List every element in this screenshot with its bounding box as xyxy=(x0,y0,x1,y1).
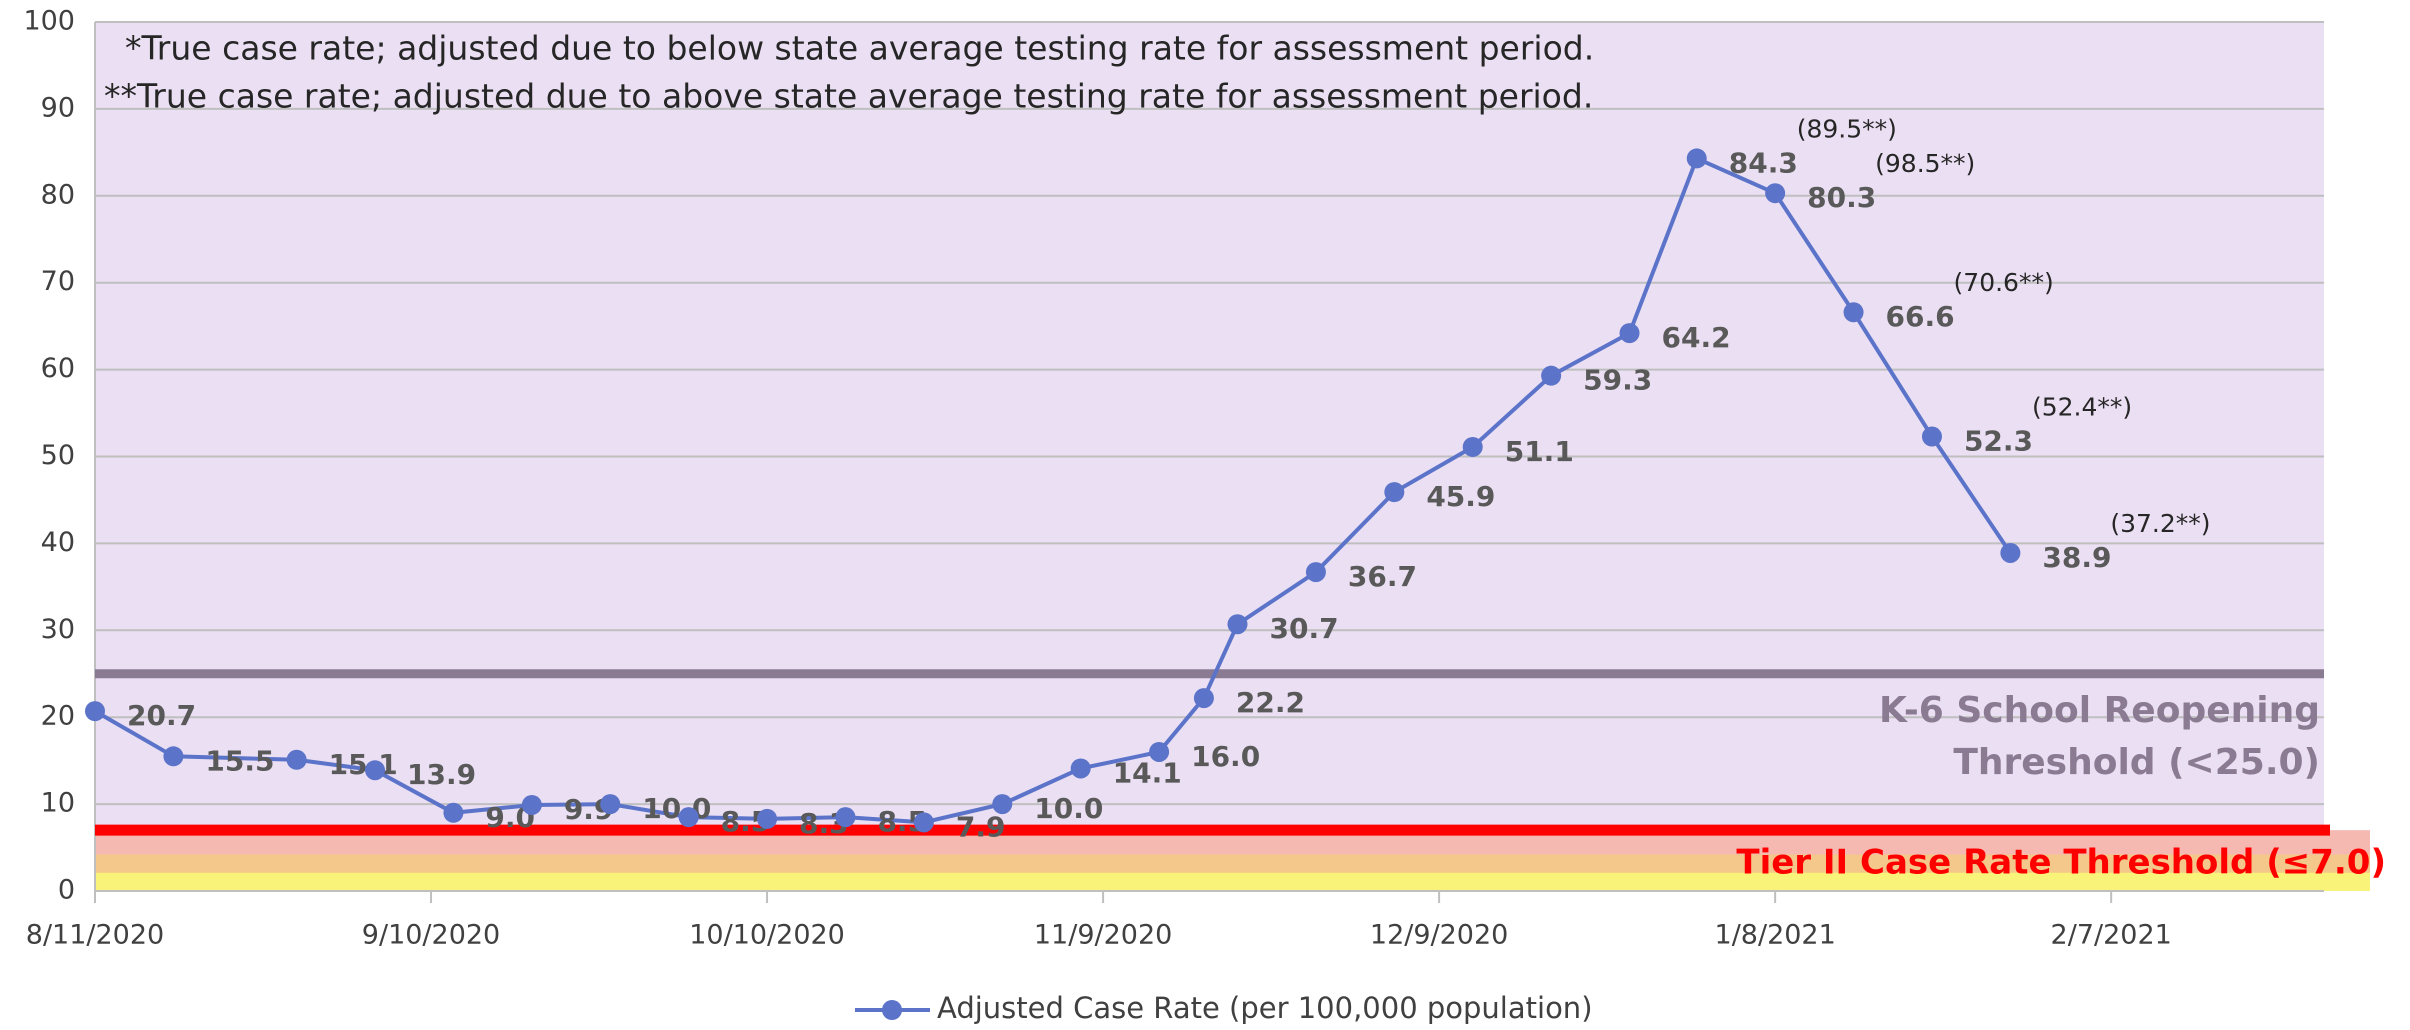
data-point xyxy=(521,794,542,815)
data-point xyxy=(1765,183,1786,204)
y-tick-label: 70 xyxy=(41,266,75,297)
annotation: (70.6**) xyxy=(1954,268,2054,297)
annotation: (52.4**) xyxy=(2032,393,2132,422)
data-point xyxy=(1686,148,1707,169)
data-label: 10.0 xyxy=(642,792,711,825)
data-point xyxy=(1921,426,1942,447)
data-point xyxy=(1070,758,1091,779)
y-tick-label: 90 xyxy=(41,92,75,123)
data-point xyxy=(1227,614,1248,635)
threshold-label: Threshold (<25.0) xyxy=(1953,742,2320,783)
threshold-label: K-6 School Reopening xyxy=(1879,690,2320,731)
data-line xyxy=(94,155,2013,825)
data-point xyxy=(1305,562,1326,583)
data-point xyxy=(600,794,621,815)
y-tick-label: 40 xyxy=(41,527,75,558)
annotation: (37.2**) xyxy=(2110,509,2210,538)
data-label: 51.1 xyxy=(1505,435,1574,468)
data-label: 30.7 xyxy=(1270,612,1339,645)
data-label: 10.0 xyxy=(1034,792,1103,825)
data-point xyxy=(2000,542,2021,563)
data-label: 15.1 xyxy=(329,748,398,781)
x-tick-label: 12/9/2020 xyxy=(1370,920,1508,951)
data-label: 14.1 xyxy=(1113,756,1182,789)
data-label: 84.3 xyxy=(1729,146,1798,179)
data-point xyxy=(757,808,778,829)
data-label: 59.3 xyxy=(1583,364,1652,397)
y-tick-label: 60 xyxy=(41,353,75,384)
legend-label: Adjusted Case Rate (per 100,000 populati… xyxy=(937,991,1593,1025)
data-point xyxy=(1149,741,1170,762)
data-point xyxy=(443,802,464,823)
data-point xyxy=(1541,365,1562,386)
data-point xyxy=(1619,323,1640,344)
y-tick-label: 50 xyxy=(41,440,75,471)
data-point xyxy=(365,760,386,781)
data-label: 45.9 xyxy=(1426,480,1495,513)
data-point xyxy=(85,701,105,722)
data-point xyxy=(1384,482,1405,503)
y-tick-label: 10 xyxy=(41,788,75,819)
data-label: 22.2 xyxy=(1236,686,1305,719)
data-point xyxy=(1193,688,1214,709)
data-point xyxy=(1843,302,1864,323)
y-tick-label: 100 xyxy=(23,6,75,37)
data-label: 7.9 xyxy=(956,810,1006,843)
x-tick-label: 11/9/2020 xyxy=(1034,920,1172,951)
x-tick-label: 10/10/2020 xyxy=(689,920,845,951)
data-label: 15.5 xyxy=(205,744,274,777)
data-label: 80.3 xyxy=(1807,181,1876,214)
data-point xyxy=(286,749,307,770)
y-tick-label: 80 xyxy=(41,179,75,210)
annotation: (98.5**) xyxy=(1875,149,1975,178)
data-label: 36.7 xyxy=(1348,560,1417,593)
data-point xyxy=(678,807,699,828)
data-label: 64.2 xyxy=(1662,321,1731,354)
threshold-label: Tier II Case Rate Threshold (≤7.0) xyxy=(1736,843,2386,883)
legend-marker xyxy=(882,1000,902,1020)
y-tick-label: 20 xyxy=(41,701,75,732)
data-point xyxy=(1462,436,1483,457)
x-tick-label: 9/10/2020 xyxy=(362,920,500,951)
x-tick-label: 2/7/2021 xyxy=(2051,920,2172,951)
data-label: 16.0 xyxy=(1191,740,1260,773)
data-label: 52.3 xyxy=(1964,425,2033,458)
data-point xyxy=(913,812,934,833)
x-tick-label: 1/8/2021 xyxy=(1715,920,1836,951)
threshold-band xyxy=(95,872,2370,891)
y-tick-label: 30 xyxy=(41,614,75,645)
data-point xyxy=(163,746,184,767)
data-label: 38.9 xyxy=(2042,541,2111,574)
note: *True case rate; adjusted due to below s… xyxy=(125,29,1594,68)
data-point xyxy=(835,807,856,828)
y-tick-label: 0 xyxy=(58,875,75,906)
data-label: 20.7 xyxy=(127,699,196,732)
data-label: 13.9 xyxy=(407,758,476,791)
data-label: 66.6 xyxy=(1886,300,1955,333)
x-tick-label: 8/11/2020 xyxy=(26,920,164,951)
note: **True case rate; adjusted due to above … xyxy=(104,77,1593,116)
annotation: (89.5**) xyxy=(1797,114,1897,143)
data-point xyxy=(992,794,1013,815)
